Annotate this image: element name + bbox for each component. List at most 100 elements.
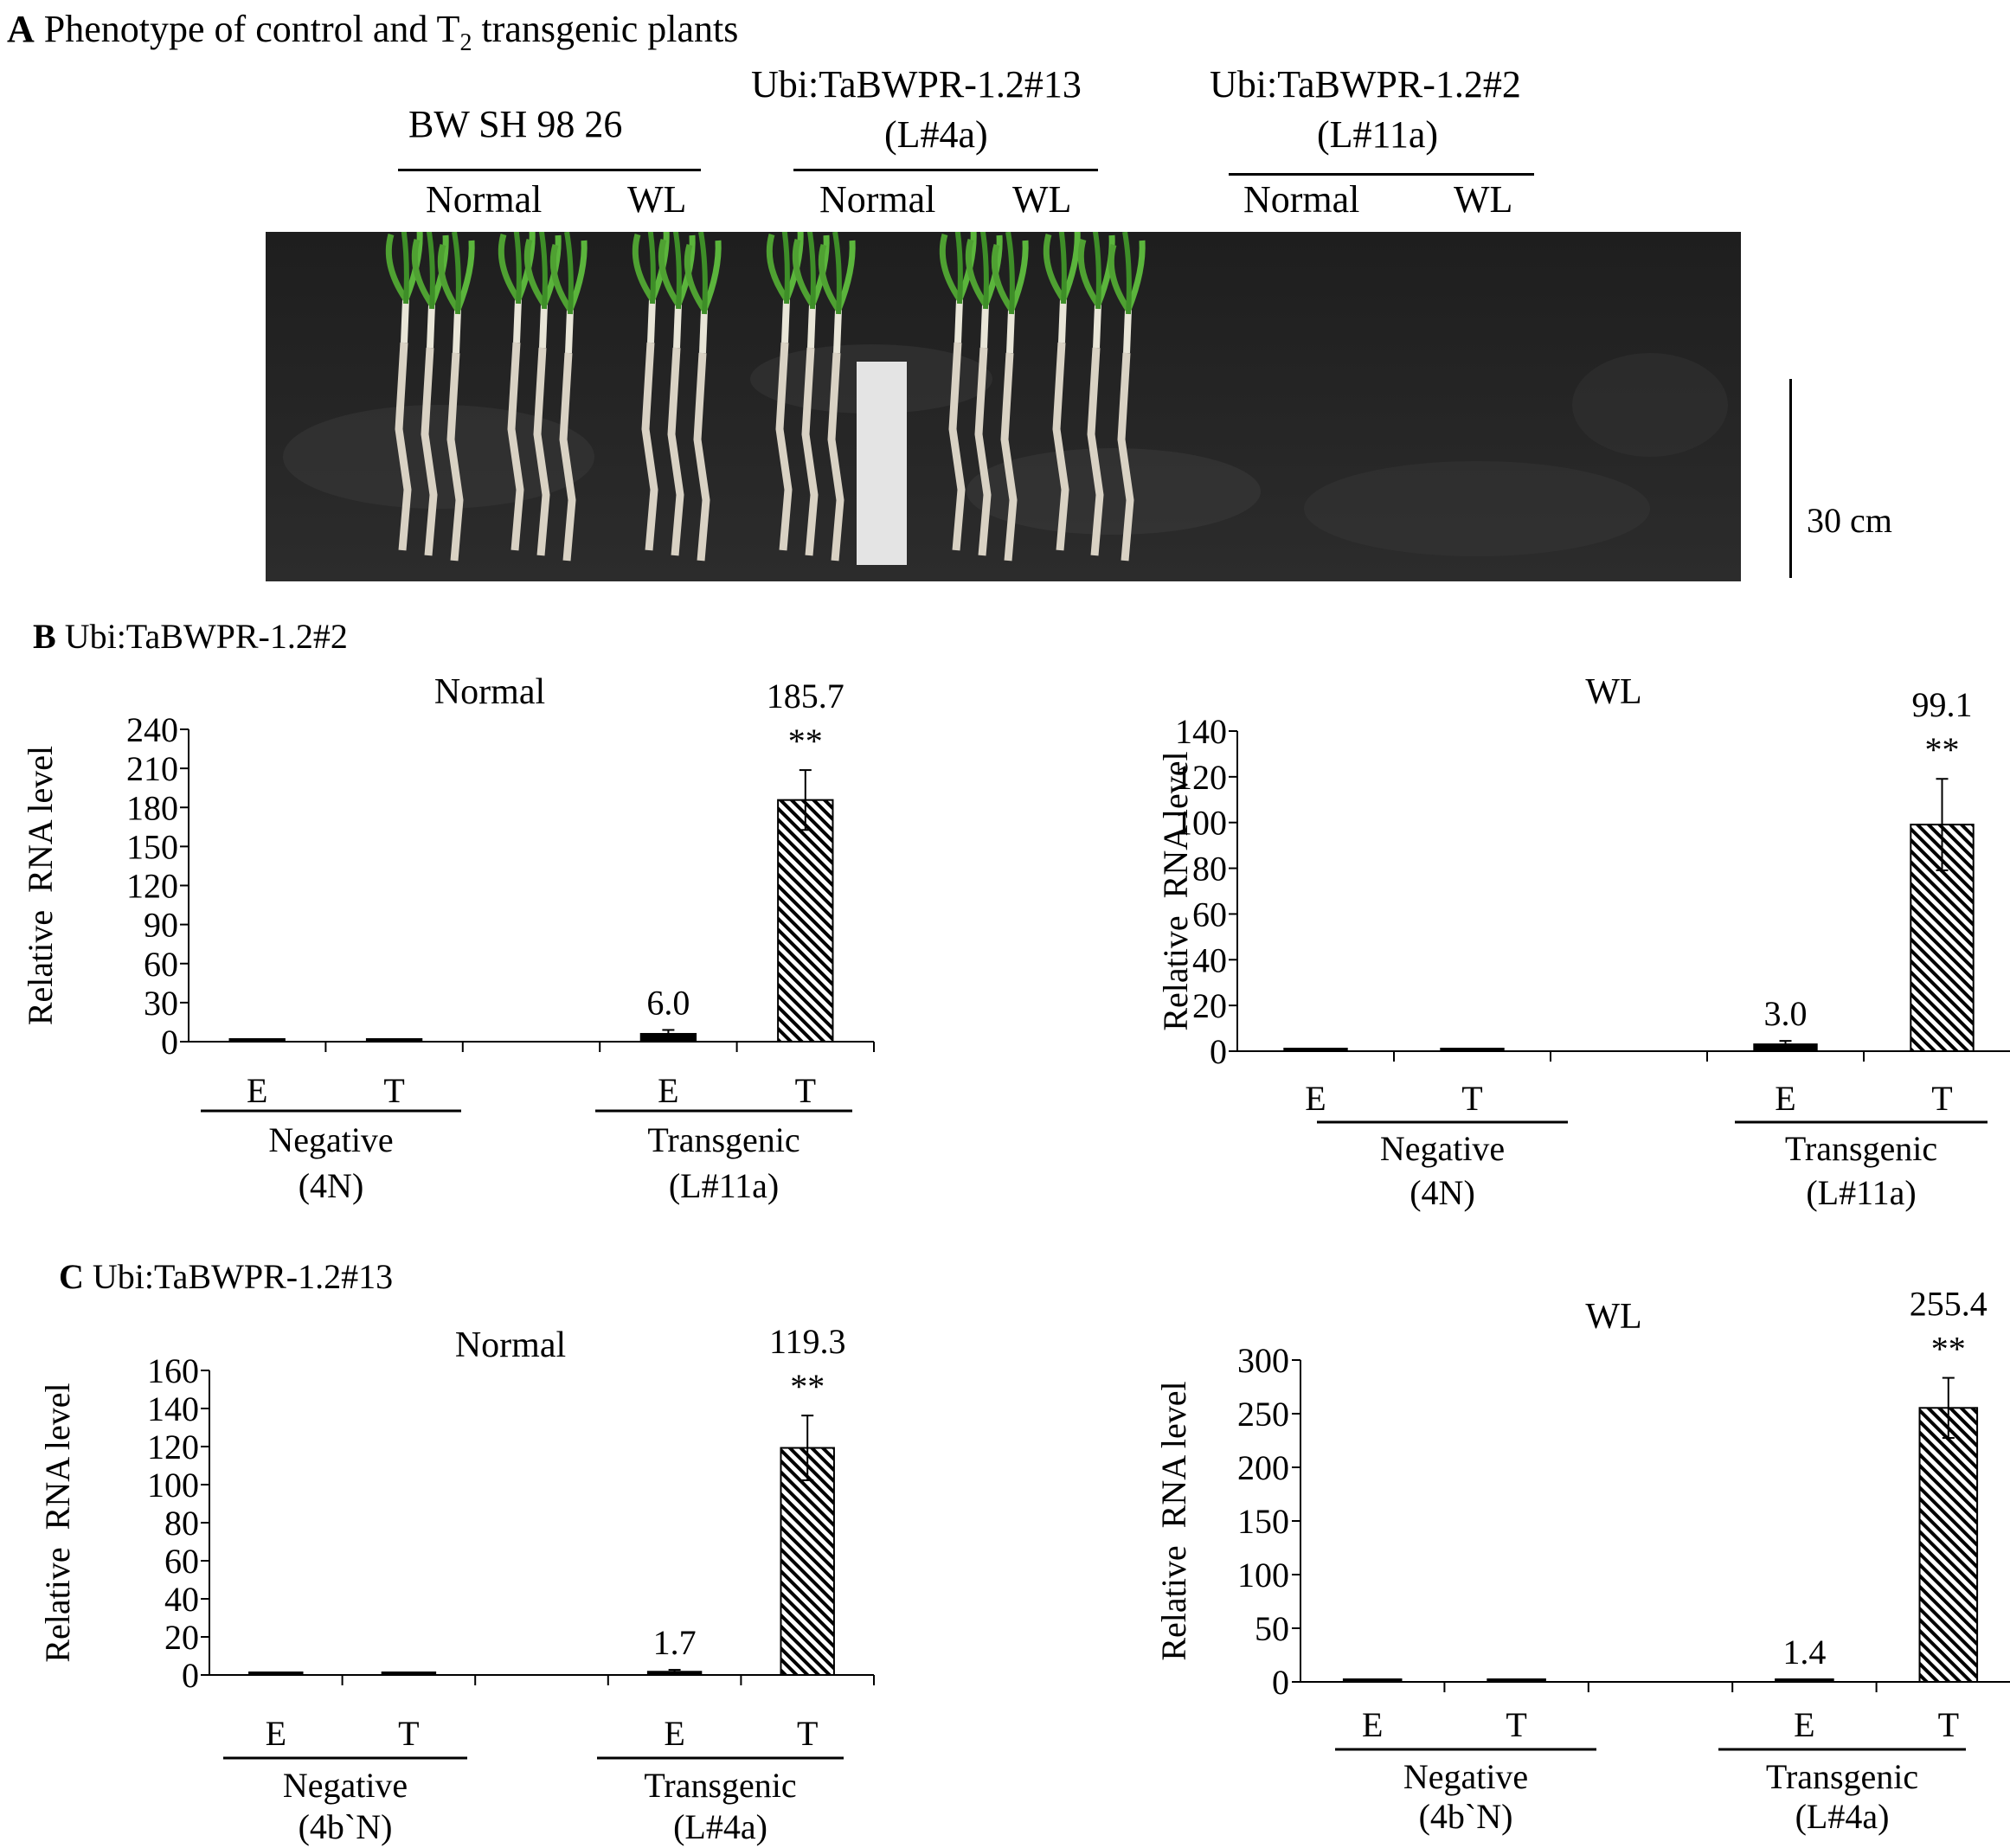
seedling <box>684 232 722 561</box>
group-label: Negative <box>268 1120 393 1159</box>
y-tick-label: 20 <box>164 1618 199 1657</box>
group-underline-line13 <box>793 169 1098 171</box>
root <box>1087 347 1104 556</box>
significance-marker: ** <box>788 722 823 760</box>
y-tick-label: 60 <box>144 945 178 984</box>
leaf <box>684 244 707 311</box>
y-tick-label: 120 <box>126 867 178 906</box>
chart-title: Normal <box>434 672 545 712</box>
y-tick-label: 80 <box>164 1504 199 1543</box>
leaf <box>538 232 548 310</box>
scale-bar <box>1789 379 1792 578</box>
bar <box>1487 1678 1546 1683</box>
bar <box>228 1038 286 1043</box>
x-category-label: E <box>1794 1705 1814 1744</box>
scale-label: 30 cm <box>1807 501 1892 540</box>
group-label: Transgenic <box>1785 1129 1937 1168</box>
y-tick-label: 40 <box>1192 940 1227 979</box>
stem <box>1123 309 1132 354</box>
leaf <box>426 232 435 310</box>
data-label: 1.7 <box>653 1623 697 1662</box>
significance-marker: ** <box>790 1367 825 1406</box>
x-category-label: E <box>1362 1705 1383 1744</box>
condition-label-wl: WL <box>1012 178 1072 221</box>
y-tick-label: 300 <box>1237 1341 1289 1380</box>
y-tick-label: 150 <box>126 827 178 866</box>
data-label: 119.3 <box>769 1322 846 1361</box>
leaf <box>513 232 522 305</box>
leaf <box>411 239 434 306</box>
y-tick-label: 120 <box>1175 758 1227 797</box>
data-label: 99.1 <box>1912 685 1973 724</box>
y-tick-label: 180 <box>126 788 178 827</box>
x-category-label: T <box>1506 1705 1526 1744</box>
seedling <box>549 232 588 561</box>
y-axis-label: Relative RNA level <box>1154 1381 1193 1660</box>
group-label: Negative <box>1380 1129 1505 1168</box>
condition-label-wl: WL <box>1454 178 1513 221</box>
chart-2: 0 20 40 60 80 100 120 140 E T 3.0 E 99.1 ** T Negative (… <box>1156 672 2010 1212</box>
seedling <box>792 232 830 556</box>
y-tick-label: 40 <box>164 1580 199 1619</box>
leaf <box>806 232 816 310</box>
bar <box>365 1038 423 1043</box>
stem <box>401 298 409 343</box>
x-category-label: E <box>1305 1079 1326 1118</box>
leaf <box>549 244 573 311</box>
leaf <box>385 234 408 301</box>
bar <box>777 799 834 1043</box>
y-tick-label: 140 <box>147 1389 199 1428</box>
seedling <box>437 232 475 561</box>
y-tick-label: 20 <box>1192 986 1227 1025</box>
leaf <box>1043 234 1066 301</box>
group-label-line2-sub: (L#11a) <box>1317 113 1439 156</box>
stem <box>781 298 790 343</box>
leaf <box>965 239 988 306</box>
significance-marker: ** <box>1925 730 1960 769</box>
group-label: Negative <box>283 1766 408 1805</box>
panel-a-title: A Phenotype of control and T2 transgenic… <box>7 7 738 57</box>
y-tick-label: 100 <box>1175 804 1227 843</box>
bar <box>248 1672 304 1676</box>
bar <box>1918 1407 1979 1683</box>
stem <box>539 304 548 349</box>
group-sublabel: (4N) <box>1410 1173 1475 1212</box>
stem <box>980 304 989 349</box>
leaf <box>1108 244 1131 311</box>
group-sublabel: (L#11a) <box>1806 1173 1916 1212</box>
significance-marker: ** <box>1931 1330 1966 1369</box>
panel-a-title-text: Phenotype of control and T <box>43 8 460 50</box>
y-tick-label: 50 <box>1255 1609 1289 1648</box>
leaf <box>954 232 963 305</box>
x-category-label: E <box>664 1714 684 1753</box>
y-axis-label: Relative RNA level <box>38 1383 77 1662</box>
stem <box>453 309 461 354</box>
y-tick-label: 100 <box>147 1466 199 1505</box>
y-tick-label: 200 <box>1237 1448 1289 1487</box>
x-category-label: E <box>1775 1079 1795 1118</box>
group-label-line2: Ubi:TaBWPR-1.2#2 <box>1210 63 1521 106</box>
data-label: 255.4 <box>1910 1285 1988 1324</box>
x-category-label: T <box>383 1071 404 1110</box>
chart-4: 0 50 100 150 200 250 300 E T 1.4 E 255.4 ** T Negative… <box>1154 1285 2010 1836</box>
root <box>667 347 684 556</box>
leaf <box>818 244 841 311</box>
y-axis-label: Relative RNA level <box>21 746 60 1025</box>
condition-label-normal: Normal <box>1243 178 1360 221</box>
y-tick-label: 80 <box>1192 850 1227 889</box>
seedling <box>818 232 856 561</box>
group-label: Transgenic <box>1766 1757 1918 1796</box>
leaf <box>1122 232 1132 315</box>
x-category-label: T <box>797 1714 818 1753</box>
leaf <box>672 232 682 310</box>
bar <box>1342 1678 1403 1683</box>
data-label: 3.0 <box>1764 994 1808 1033</box>
condition-label-wl: WL <box>627 178 687 221</box>
group-sublabel: (L#11a) <box>669 1166 779 1205</box>
data-label: 1.4 <box>1782 1633 1826 1672</box>
stem <box>1093 304 1101 349</box>
panel-b-letter: B <box>33 617 56 656</box>
leaf <box>698 232 708 315</box>
y-tick-label: 0 <box>161 1023 178 1062</box>
